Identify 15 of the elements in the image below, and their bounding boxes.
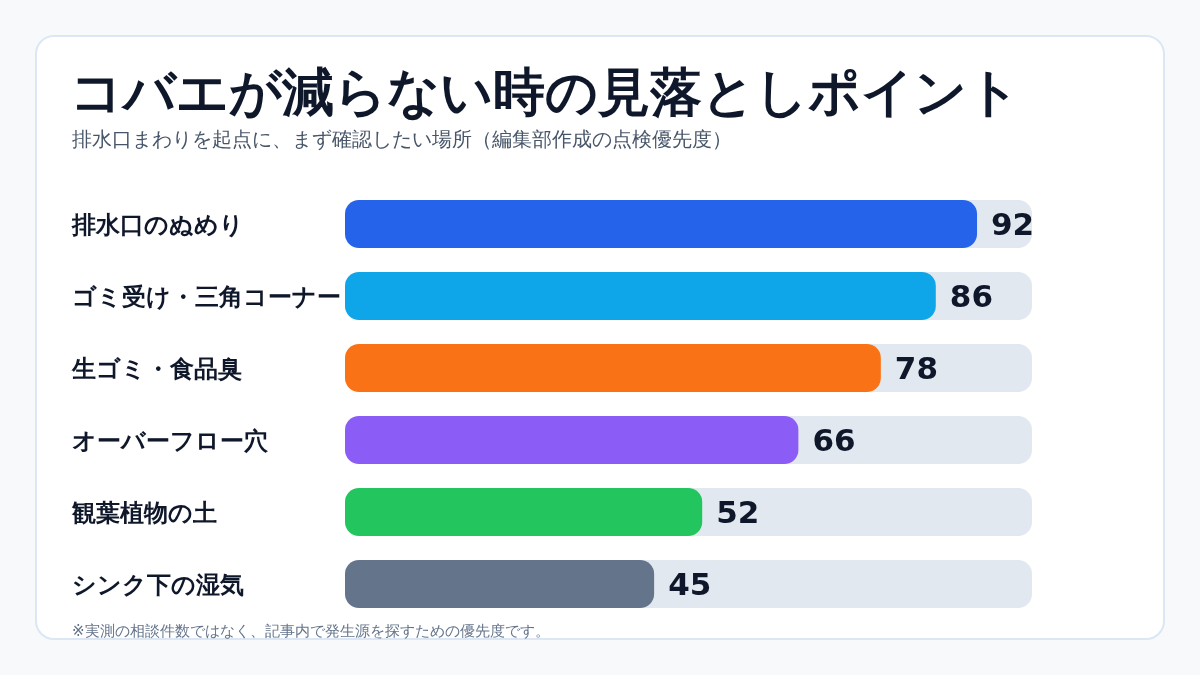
data-label: 66 [812, 422, 856, 458]
chart-title: コバエが減らない時の見落としポイント [70, 62, 1020, 122]
text: ※実測の相談件数ではなく、記事内で発生源を探すための優先度です。 [72, 622, 550, 640]
data-label: 78 [894, 350, 938, 386]
chart-subtitle: 排水口まわりを起点に、まず確認したい場所（編集部作成の点検優先度） [72, 127, 732, 151]
data-label: 45 [668, 566, 712, 602]
y-tick-label: シンク下の湿気 [72, 571, 244, 599]
y-tick-label: 生ゴミ・食品臭 [71, 355, 242, 383]
data-label: 86 [949, 278, 993, 314]
y-tick-label: 排水口のぬめり [71, 211, 244, 239]
y-tick-label: オーバーフロー穴 [72, 427, 269, 455]
y-tick-label: ゴミ受け・三角コーナー [72, 283, 341, 311]
y-tick-label: 観葉植物の土 [71, 499, 217, 527]
data-label: 92 [991, 206, 1035, 242]
data-label: 52 [716, 494, 760, 530]
